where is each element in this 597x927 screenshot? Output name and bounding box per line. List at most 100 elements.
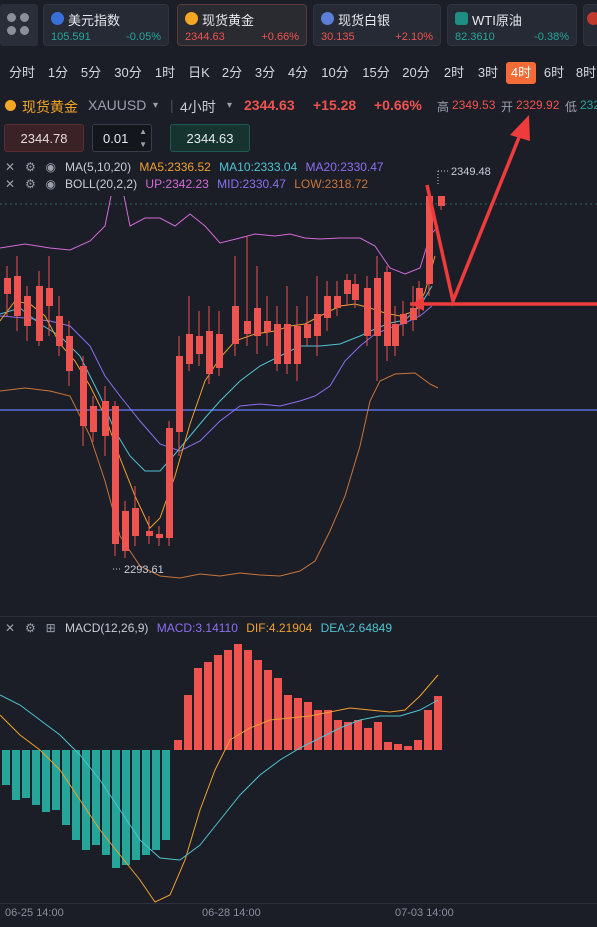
low-label: 低 [565,100,578,114]
quantity-stepper[interactable]: 0.01 ▲ ▼ [92,124,152,152]
candle-body [400,314,407,324]
tf-3m[interactable]: 3分 [254,65,276,80]
buy-button[interactable]: 2344.63 [170,124,250,152]
quantity-value: 0.01 [103,131,129,146]
arrow-drawing[interactable] [0,105,597,335]
ma-label: MA(5,10,20) [65,160,132,174]
ticker-tab-dxy[interactable]: 美元指数 105.591 -0.05% [43,4,169,46]
dropdown-caret-icon[interactable]: ▾ [227,100,233,111]
candle-body [232,306,239,344]
tf-3h[interactable]: 3时 [477,65,499,80]
expand-icon[interactable]: ⊞ [45,621,56,635]
tf-20m[interactable]: 20分 [402,65,430,80]
stepper-down-icon[interactable]: ▼ [139,140,147,149]
macd-bar [324,710,332,750]
symbol-code[interactable]: XAUUSD [88,97,147,113]
macd-histogram [2,644,442,868]
macd-bar [354,720,362,750]
macd-bar [254,660,262,750]
candle-body [254,308,261,336]
macd-bar [184,695,192,750]
symbol-name[interactable]: 现货黄金 [22,99,78,115]
macd-label: MACD(12,26,9) [65,621,149,635]
oil-icon [455,12,468,25]
boll-label: BOLL(20,2,2) [65,177,138,191]
tf-4h[interactable]: 4时 [506,62,536,84]
macd-bar [204,662,212,750]
tf-30m[interactable]: 30分 [114,65,142,80]
tf-8h[interactable]: 8时 [575,65,597,80]
price-chart[interactable]: 2349.48 2293.61 [0,196,597,616]
ticker-tab-gold[interactable]: 现货黄金 2344.63 +0.66% [177,4,307,46]
macd-bar [394,744,402,750]
macd-bar [12,750,20,800]
tf-1m[interactable]: 1分 [47,65,69,80]
candle-body [156,534,163,538]
tf-15m[interactable]: 15分 [362,65,390,80]
tf-4m[interactable]: 4分 [287,65,309,80]
candle-body [122,511,129,551]
candle-body [244,321,251,334]
tf-2m[interactable]: 2分 [221,65,243,80]
candle-body [46,288,53,306]
macd-bar [424,710,432,750]
date-label: 06-25 14:00 [5,907,64,919]
tf-1d[interactable]: 日K [188,65,210,80]
dropdown-caret-icon[interactable]: ▾ [153,100,159,111]
price-change: +15.28 [313,97,357,113]
tf-2h[interactable]: 2时 [443,65,465,80]
ma5-value: MA5:2336.52 [139,160,211,174]
macd-chart[interactable] [0,640,597,905]
dif-line [0,674,439,903]
macd-bar [102,750,110,855]
boll-up-value: UP:2342.23 [145,177,209,191]
settings-icon[interactable]: ⚙ [24,160,36,174]
macd-bar [264,670,272,750]
tf-5m[interactable]: 5分 [80,65,102,80]
macd-value: MACD:3.14110 [156,621,238,635]
candle-body [36,286,43,341]
macd-bar [152,750,160,850]
candle-body [274,324,281,364]
date-label: 06-28 14:00 [202,907,261,919]
candle-body [410,308,417,320]
trade-panel: 2344.78 0.01 ▲ ▼ 2344.63 [4,124,594,154]
candle-body [314,314,321,336]
date-label: 07-03 14:00 [395,907,454,919]
boll-indicator-row: ✕ ⚙ ◉ BOLL(20,2,2) UP:2342.23 MID:2330.4… [4,177,373,193]
close-icon[interactable]: ✕ [4,177,16,191]
close-icon[interactable]: ✕ [4,621,16,635]
ticker-tab-more[interactable] [583,4,597,46]
settings-icon[interactable]: ⚙ [24,621,36,635]
ticker-tab-wti[interactable]: WTI原油 82.3610 -0.38% [447,4,577,46]
macd-bar [214,655,222,750]
macd-bar [92,750,100,845]
ma20-value: MA20:2330.47 [305,160,384,174]
candle-body [304,324,311,338]
tf-1h[interactable]: 1时 [154,65,176,80]
period-select[interactable]: 4小时 [180,99,216,115]
candle-body [384,272,391,346]
eye-icon[interactable]: ◉ [45,160,56,174]
candlestick-series [4,196,445,558]
ticker-tab-silver[interactable]: 现货白银 30.135 +2.10% [313,4,441,46]
sell-button[interactable]: 2344.78 [4,124,84,152]
candle-body [438,196,445,206]
candle-body [102,401,109,436]
macd-bar [194,668,202,750]
tf-tick[interactable]: 分时 [8,65,35,80]
settings-icon[interactable]: ⚙ [24,177,36,191]
eye-icon[interactable]: ◉ [45,177,56,191]
stepper-up-icon[interactable]: ▲ [139,127,147,136]
candle-body [112,406,119,544]
macd-bar [284,695,292,750]
candle-body [90,406,97,432]
candle-body [146,531,153,536]
macd-bar [162,750,170,840]
grid-menu-icon[interactable] [0,4,38,46]
boll-lower-line [0,372,439,579]
tf-10m[interactable]: 10分 [321,65,349,80]
tf-6h[interactable]: 6时 [543,65,565,80]
close-icon[interactable]: ✕ [4,160,16,174]
gold-icon [5,100,16,111]
